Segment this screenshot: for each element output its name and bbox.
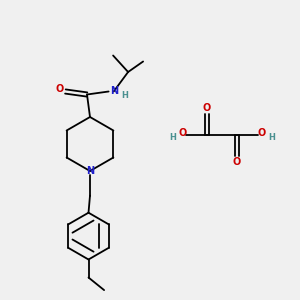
Text: O: O: [178, 128, 187, 138]
Text: N: N: [86, 166, 94, 176]
Text: O: O: [257, 128, 266, 138]
Text: H: H: [121, 92, 128, 100]
Text: O: O: [233, 157, 241, 167]
Text: H: H: [268, 133, 275, 142]
Text: H: H: [169, 133, 176, 142]
Text: N: N: [110, 86, 118, 97]
Text: O: O: [56, 84, 64, 94]
Text: O: O: [203, 103, 211, 113]
